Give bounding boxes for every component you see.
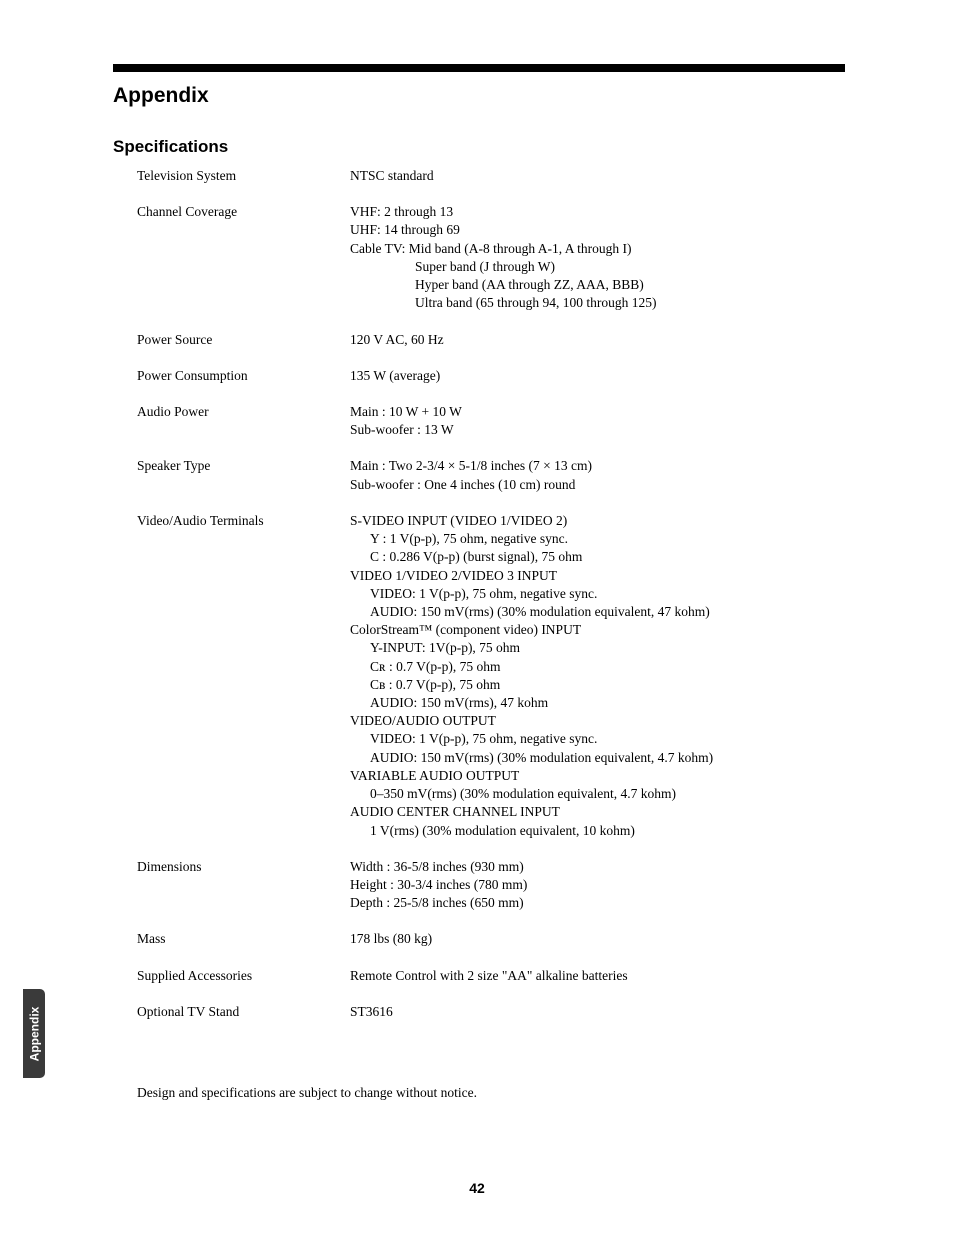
terminal-group-head: S-VIDEO INPUT (VIDEO 1/VIDEO 2) bbox=[350, 512, 837, 530]
spec-optional-tv-stand: Optional TV Stand ST3616 bbox=[137, 1003, 837, 1021]
spec-power-consumption: Power Consumption 135 W (average) bbox=[137, 367, 837, 385]
spec-audio-power: Audio Power Main : 10 W + 10 W Sub-woofe… bbox=[137, 403, 837, 439]
spec-label: Channel Coverage bbox=[137, 203, 350, 312]
spec-label: Supplied Accessories bbox=[137, 967, 350, 985]
spec-value: 178 lbs (80 kg) bbox=[350, 930, 837, 948]
spec-label: Video/Audio Terminals bbox=[137, 512, 350, 840]
terminal-group-head: VIDEO/AUDIO OUTPUT bbox=[350, 712, 837, 730]
terminal-group-item: 0–350 mV(rms) (30% modulation equivalent… bbox=[350, 785, 837, 803]
spec-label: Power Consumption bbox=[137, 367, 350, 385]
spec-label: Optional TV Stand bbox=[137, 1003, 350, 1021]
appendix-title: Appendix bbox=[113, 84, 209, 108]
spec-value-line: VHF: 2 through 13 bbox=[350, 203, 837, 221]
side-tab: Appendix bbox=[23, 989, 45, 1078]
terminal-group-item: Cʙ : 0.7 V(p-p), 75 ohm bbox=[350, 676, 837, 694]
spec-value-line: Hyper band (AA through ZZ, AAA, BBB) bbox=[350, 276, 837, 294]
spec-value: 120 V AC, 60 Hz bbox=[350, 331, 837, 349]
spec-dimensions: Dimensions Width : 36-5/8 inches (930 mm… bbox=[137, 858, 837, 913]
spec-power-source: Power Source 120 V AC, 60 Hz bbox=[137, 331, 837, 349]
spec-value: ST3616 bbox=[350, 1003, 837, 1021]
spec-value: Remote Control with 2 size "AA" alkaline… bbox=[350, 967, 837, 985]
spec-value-line: Main : Two 2-3/4 × 5-1/8 inches (7 × 13 … bbox=[350, 457, 837, 475]
spec-value: Main : Two 2-3/4 × 5-1/8 inches (7 × 13 … bbox=[350, 457, 837, 493]
spec-speaker-type: Speaker Type Main : Two 2-3/4 × 5-1/8 in… bbox=[137, 457, 837, 493]
spec-label: Mass bbox=[137, 930, 350, 948]
spec-value-line: Depth : 25-5/8 inches (650 mm) bbox=[350, 894, 837, 912]
spec-value-line: Height : 30-3/4 inches (780 mm) bbox=[350, 876, 837, 894]
spec-video-audio-terminals: Video/Audio Terminals S-VIDEO INPUT (VID… bbox=[137, 512, 837, 840]
terminal-group-head: AUDIO CENTER CHANNEL INPUT bbox=[350, 803, 837, 821]
terminal-group-head: VIDEO 1/VIDEO 2/VIDEO 3 INPUT bbox=[350, 567, 837, 585]
terminal-group-item: Y-INPUT: 1V(p-p), 75 ohm bbox=[350, 639, 837, 657]
spec-value: NTSC standard bbox=[350, 167, 837, 185]
spec-channel-coverage: Channel Coverage VHF: 2 through 13 UHF: … bbox=[137, 203, 837, 312]
terminal-group-item: 1 V(rms) (30% modulation equivalent, 10 … bbox=[350, 822, 837, 840]
spec-mass: Mass 178 lbs (80 kg) bbox=[137, 930, 837, 948]
spec-value: S-VIDEO INPUT (VIDEO 1/VIDEO 2) Y : 1 V(… bbox=[350, 512, 837, 840]
spec-value: VHF: 2 through 13 UHF: 14 through 69 Cab… bbox=[350, 203, 837, 312]
spec-tv-system: Television System NTSC standard bbox=[137, 167, 837, 185]
footer-note: Design and specifications are subject to… bbox=[137, 1085, 477, 1101]
terminal-group-item: Cʀ : 0.7 V(p-p), 75 ohm bbox=[350, 658, 837, 676]
terminal-group-item: AUDIO: 150 mV(rms) (30% modulation equiv… bbox=[350, 603, 837, 621]
spec-value-line: Ultra band (65 through 94, 100 through 1… bbox=[350, 294, 837, 312]
specs-container: Television System NTSC standard Channel … bbox=[137, 167, 837, 1039]
side-tab-label: Appendix bbox=[27, 1006, 41, 1061]
spec-value-line: Super band (J through W) bbox=[350, 258, 837, 276]
page-number: 42 bbox=[0, 1180, 954, 1196]
spec-value: 135 W (average) bbox=[350, 367, 837, 385]
spec-supplied-accessories: Supplied Accessories Remote Control with… bbox=[137, 967, 837, 985]
terminal-group-item: VIDEO: 1 V(p-p), 75 ohm, negative sync. bbox=[350, 730, 837, 748]
spec-value-line: Sub-woofer : One 4 inches (10 cm) round bbox=[350, 476, 837, 494]
spec-value-line: Width : 36-5/8 inches (930 mm) bbox=[350, 858, 837, 876]
terminal-group-item: AUDIO: 150 mV(rms), 47 kohm bbox=[350, 694, 837, 712]
spec-value-line: UHF: 14 through 69 bbox=[350, 221, 837, 239]
spec-label: Dimensions bbox=[137, 858, 350, 913]
spec-value: Main : 10 W + 10 W Sub-woofer : 13 W bbox=[350, 403, 837, 439]
spec-value-line: Cable TV: Mid band (A-8 through A-1, A t… bbox=[350, 240, 837, 258]
terminal-group-item: C : 0.286 V(p-p) (burst signal), 75 ohm bbox=[350, 548, 837, 566]
spec-label: Audio Power bbox=[137, 403, 350, 439]
spec-value: Width : 36-5/8 inches (930 mm) Height : … bbox=[350, 858, 837, 913]
terminal-group-item: VIDEO: 1 V(p-p), 75 ohm, negative sync. bbox=[350, 585, 837, 603]
spec-value-line: Main : 10 W + 10 W bbox=[350, 403, 837, 421]
terminal-group-item: Y : 1 V(p-p), 75 ohm, negative sync. bbox=[350, 530, 837, 548]
spec-label: Speaker Type bbox=[137, 457, 350, 493]
terminal-group-head: VARIABLE AUDIO OUTPUT bbox=[350, 767, 837, 785]
spec-value-line: Sub-woofer : 13 W bbox=[350, 421, 837, 439]
terminal-group-item: AUDIO: 150 mV(rms) (30% modulation equiv… bbox=[350, 749, 837, 767]
specifications-title: Specifications bbox=[113, 137, 228, 157]
spec-label: Television System bbox=[137, 167, 350, 185]
spec-label: Power Source bbox=[137, 331, 350, 349]
terminal-group-head: ColorStream™ (component video) INPUT bbox=[350, 621, 837, 639]
top-rule bbox=[113, 64, 845, 72]
